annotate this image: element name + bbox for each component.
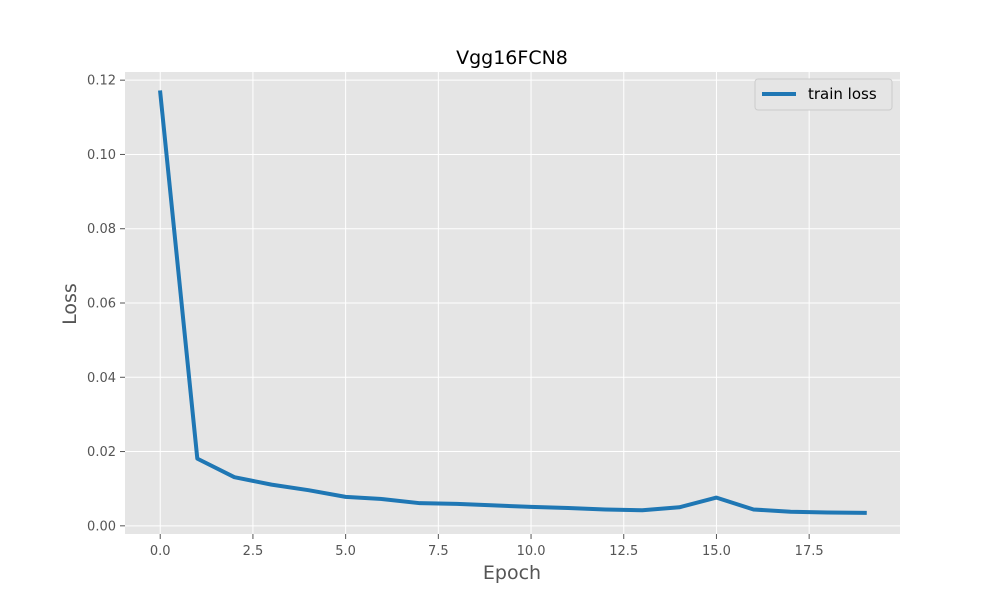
series-layer xyxy=(158,90,867,515)
legend: train loss xyxy=(754,78,893,111)
y-tick-label: 0.00 xyxy=(87,519,116,534)
x-axis-ticks: 0.0 2.5 5.0 7.5 10.0 12.5 15.0 17.5 xyxy=(150,534,824,559)
y-tick-label: 0.08 xyxy=(87,222,116,237)
y-tick-label: 0.04 xyxy=(87,371,116,386)
series-line-train-loss xyxy=(158,90,867,515)
x-tick-label: 17.5 xyxy=(795,544,824,559)
y-tick-label: 0.02 xyxy=(87,445,116,460)
x-axis-label: Epoch xyxy=(483,562,541,584)
y-tick-label: 0.06 xyxy=(87,297,116,312)
x-tick-label: 7.5 xyxy=(428,544,449,559)
x-tick-label: 12.5 xyxy=(609,544,638,559)
legend-label-train-loss: train loss xyxy=(808,85,877,103)
x-tick-label: 2.5 xyxy=(243,544,264,559)
y-axis-label: Loss xyxy=(59,283,81,325)
x-tick-label: 10.0 xyxy=(517,544,546,559)
y-tick-label: 0.10 xyxy=(87,148,116,163)
grid xyxy=(125,72,900,534)
y-tick-label: 0.12 xyxy=(87,74,116,89)
y-axis-ticks: 0.00 0.02 0.04 0.06 0.08 0.10 0.12 xyxy=(87,74,125,534)
x-tick-label: 5.0 xyxy=(335,544,356,559)
x-tick-label: 0.0 xyxy=(150,544,171,559)
legend-box xyxy=(754,78,893,111)
chart-title: Vgg16FCN8 xyxy=(456,47,568,69)
x-tick-label: 15.0 xyxy=(702,544,731,559)
